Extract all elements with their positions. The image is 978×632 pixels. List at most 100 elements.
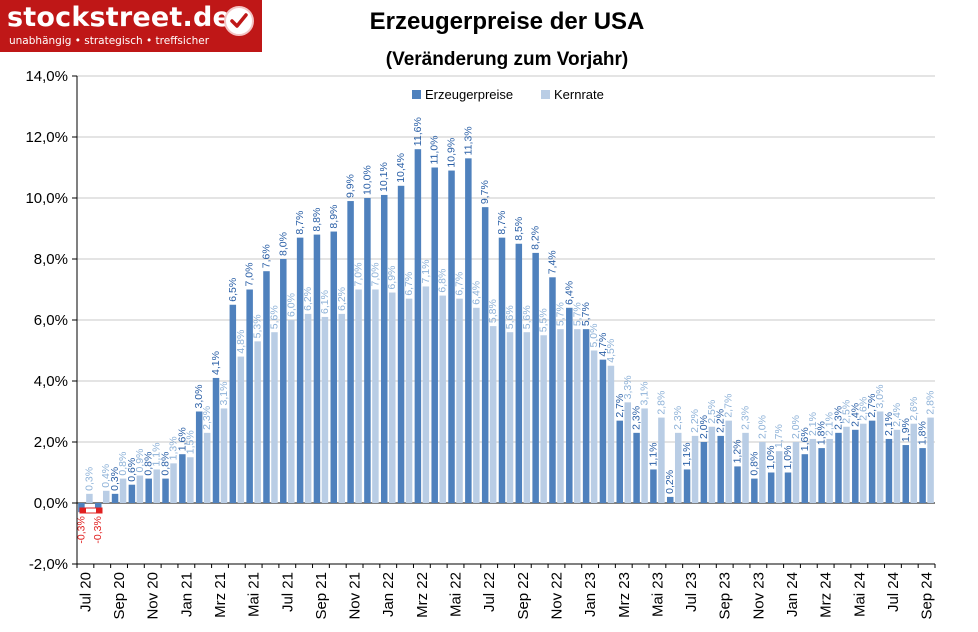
bar-erzeugerpreise [111,493,119,503]
label-erzeugerpreise: 2,1% [883,412,895,436]
bar-kernrate [792,442,800,503]
label-erzeugerpreise: 2,0% [698,415,710,439]
legend-label-kernrate: Kernrate [554,87,604,102]
label-kernrate: 5,7% [554,302,566,326]
bar-erzeugerpreise [145,478,152,503]
bar-kernrate [473,307,480,503]
bar-kernrate [355,289,362,503]
bar-kernrate [574,329,581,503]
bar-erzeugerpreise [414,149,422,503]
x-tick-label: Nov 22 [548,572,565,620]
bar-kernrate [876,411,884,503]
label-erzeugerpreise: 10,9% [446,138,458,168]
label-kernrate: 6,1% [319,290,331,314]
bar-erzeugerpreise [380,194,388,503]
bar-erzeugerpreise [364,198,371,503]
label-erzeugerpreise: 7,0% [244,263,256,287]
label-kernrate: 2,3% [201,406,213,430]
bar-kernrate [86,493,93,503]
bar-erzeugerpreise [263,271,270,503]
bar-erzeugerpreise [784,472,792,503]
y-tick-label: 0,0% [34,495,68,512]
label-kernrate: 3,1% [639,382,651,406]
legend-swatch-kernrate [541,90,550,99]
logo-slogan: unabhängig • strategisch • treffsicher [9,35,210,47]
legend-label-erzeugerpreise: Erzeugerpreise [425,87,513,102]
label-kernrate: 0,8% [117,452,129,476]
bar-kernrate [927,417,934,503]
bar-kernrate [540,335,547,503]
bar-erzeugerpreise [801,454,809,503]
y-tick-label: 10,0% [25,190,68,207]
label-kernrate: 3,3% [622,375,634,399]
label-kernrate: 2,2% [689,409,701,433]
y-tick-label: 8,0% [34,251,68,268]
bar-kernrate [119,478,127,503]
label-erzeugerpreise: 1,6% [176,427,188,451]
label-kernrate: 6,8% [437,269,449,293]
bar-kernrate [170,463,177,503]
bar-erzeugerpreise [767,472,775,503]
label-erzeugerpreise: 1,8% [816,421,828,445]
bar-kernrate [691,435,699,503]
bar-kernrate [506,332,514,503]
bar-kernrate [288,320,295,503]
x-tick-label: Mai 21 [246,572,263,617]
checkmark-icon [224,6,254,36]
bar-kernrate [826,438,833,503]
label-erzeugerpreise: 3,0% [193,385,205,409]
label-erzeugerpreise: 8,8% [311,208,323,232]
bar-erzeugerpreise [566,307,573,503]
label-kernrate: 5,8% [487,299,499,323]
bar-erzeugerpreise [397,185,405,504]
bar-kernrate [674,432,682,503]
y-tick-label: 12,0% [25,129,68,146]
label-erzeugerpreise: 11,6% [412,117,424,146]
negative-marker-left [80,508,86,513]
x-tick-label: Mai 23 [649,572,666,617]
label-erzeugerpreise: 2,3% [631,406,643,430]
label-kernrate: 2,7% [723,394,735,418]
bar-erzeugerpreise [852,429,859,503]
label-erzeugerpreise: 1,6% [799,427,811,451]
x-tick-label: Jul 22 [481,572,498,612]
bar-kernrate [658,417,665,503]
bar-erzeugerpreise [498,237,506,503]
label-kernrate: 5,6% [504,305,516,329]
bar-erzeugerpreise [633,432,640,503]
bar-erzeugerpreise [431,167,438,503]
label-erzeugerpreise: 1,1% [647,443,659,467]
label-erzeugerpreise: 0,6% [126,458,138,482]
label-kernrate: 6,0% [285,293,297,317]
label-erzeugerpreise: 2,2% [715,409,727,433]
x-tick-label: Nov 21 [347,572,364,620]
bar-kernrate [254,341,261,503]
label-erzeugerpreise: 0,2% [664,470,676,494]
x-tick-label: Mai 24 [851,572,868,617]
bar-erzeugerpreise [448,170,455,504]
label-kernrate: 5,3% [252,314,264,338]
label-erzeugerpreise: 9,7% [479,180,491,204]
negative-marker-right [96,508,102,513]
bar-erzeugerpreise [532,252,539,503]
bar-kernrate [708,426,716,503]
bar-erzeugerpreise [919,448,926,503]
x-tick-label: Sep 21 [313,572,330,620]
bar-kernrate [153,469,160,503]
bar-erzeugerpreise [465,158,472,503]
bar-kernrate [893,429,901,503]
bar-erzeugerpreise [885,438,893,503]
label-kernrate: 6,2% [336,287,348,311]
label-erzeugerpreise: -0,3% [75,516,87,543]
label-kernrate: 7,1% [420,260,432,284]
bar-erzeugerpreise [195,411,203,503]
label-kernrate: 2,6% [857,397,869,421]
label-kernrate: 1,1% [151,443,163,467]
x-tick-label: Mrz 23 [616,572,633,618]
bar-kernrate [489,326,497,503]
bar-erzeugerpreise [179,454,186,503]
label-erzeugerpreise: 6,5% [227,278,239,302]
bar-kernrate [237,356,245,503]
